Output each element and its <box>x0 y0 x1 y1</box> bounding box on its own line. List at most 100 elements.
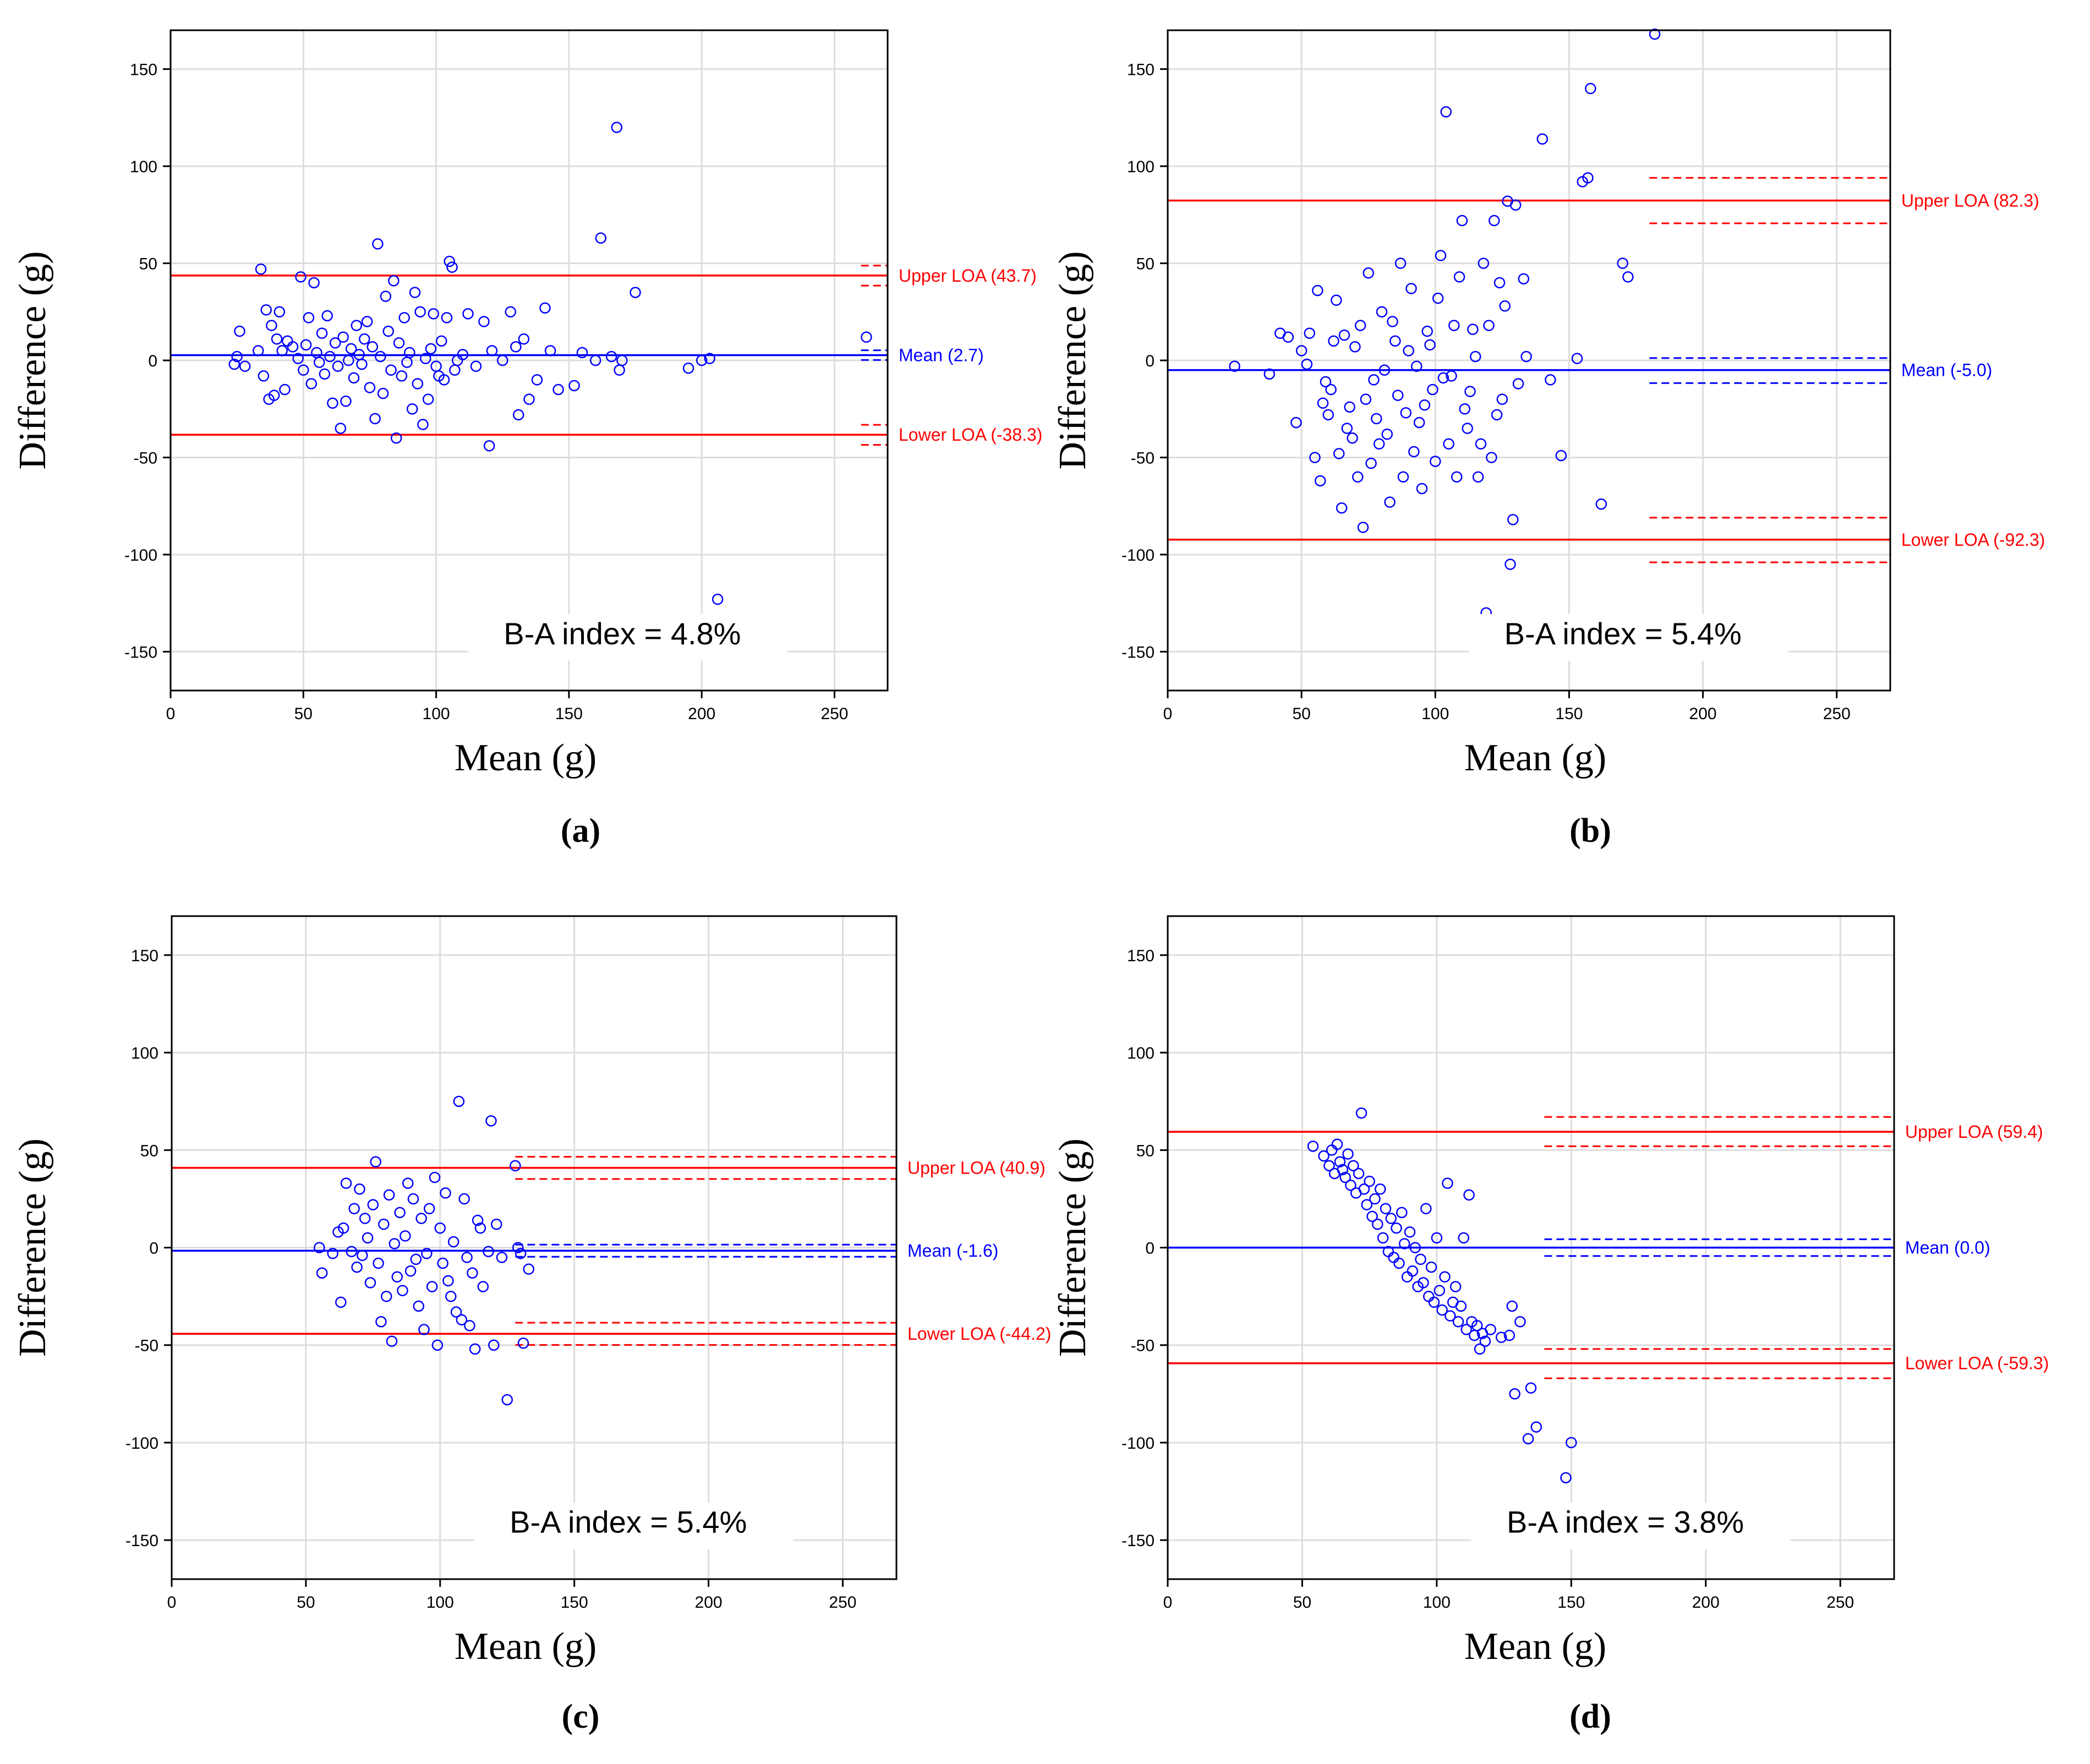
plot-frame <box>1167 915 1895 1580</box>
data-point <box>348 372 360 384</box>
x-tick-label: 0 <box>166 705 176 723</box>
data-point <box>469 1343 481 1355</box>
data-point <box>1440 106 1452 118</box>
index-annotation-bg <box>474 1502 794 1549</box>
data-point <box>394 1207 406 1218</box>
data-point <box>682 362 694 374</box>
data-point <box>421 1247 433 1259</box>
data-point <box>1479 1335 1491 1347</box>
data-point <box>1456 215 1468 227</box>
x-tick-label: 250 <box>820 705 848 723</box>
upper-loa-label: Upper LOA (43.7) <box>899 266 1037 286</box>
data-point <box>424 1203 435 1214</box>
data-point <box>1229 360 1240 372</box>
data-point <box>1509 199 1522 211</box>
data-point <box>611 122 623 133</box>
data-point <box>614 364 625 376</box>
data-point <box>1337 1164 1349 1175</box>
data-point <box>1434 1285 1446 1296</box>
data-point <box>1458 1232 1470 1244</box>
data-point <box>1460 1324 1472 1335</box>
data-point <box>1334 1156 1346 1168</box>
data-point <box>438 374 450 386</box>
data-point <box>1545 374 1556 386</box>
data-point <box>616 354 628 366</box>
data-point <box>1430 456 1441 467</box>
data-point <box>1555 450 1567 462</box>
data-point <box>413 1300 425 1312</box>
data-point <box>1384 496 1396 508</box>
data-point <box>1449 1281 1462 1292</box>
data-point <box>576 347 588 359</box>
data-point <box>287 341 299 353</box>
x-tick-label: 200 <box>688 705 715 723</box>
data-point <box>446 261 458 273</box>
data-point <box>239 360 251 372</box>
x-tick-label: 100 <box>423 705 450 723</box>
data-point <box>1415 1253 1426 1266</box>
x-tick-label: 50 <box>1293 1593 1311 1612</box>
data-point <box>414 306 426 318</box>
data-point <box>343 354 354 366</box>
data-point <box>380 1290 392 1302</box>
y-tick-label: 150 <box>130 61 157 79</box>
data-point <box>1301 358 1313 370</box>
ba-index-annotation: B-A index = 3.8% <box>1507 1505 1744 1540</box>
plot-frame <box>1167 29 1891 692</box>
x-tick-label: 100 <box>1423 1593 1451 1612</box>
data-point <box>1491 409 1503 421</box>
data-point <box>470 360 482 372</box>
data-point <box>1560 1472 1572 1483</box>
data-point <box>453 1095 465 1107</box>
y-axis-title: Difference (g) <box>1052 251 1094 469</box>
lower-loa-label: Lower LOA (-44.2) <box>907 1324 1051 1344</box>
y-tick-label: 150 <box>131 947 158 965</box>
data-point <box>712 593 724 605</box>
data-point <box>704 353 715 364</box>
y-tick-label: 100 <box>1127 1044 1155 1062</box>
data-point <box>388 275 400 287</box>
y-axis-title: Difference (g) <box>12 1138 54 1357</box>
data-point <box>1428 1296 1440 1308</box>
data-point <box>1398 1238 1410 1250</box>
data-point <box>1392 390 1404 401</box>
panel-caption: (b) <box>1569 812 1611 850</box>
data-point <box>1512 378 1524 390</box>
data-point <box>1452 1316 1464 1328</box>
data-point <box>464 1320 475 1332</box>
data-point <box>410 1253 422 1266</box>
data-point <box>518 333 530 345</box>
data-point <box>1352 471 1364 483</box>
data-point <box>1353 1168 1365 1180</box>
data-point <box>1582 172 1594 184</box>
data-point <box>1405 283 1417 294</box>
data-point <box>1338 329 1350 341</box>
y-tick-label: 150 <box>1127 947 1155 965</box>
data-point <box>1432 292 1444 304</box>
data-point <box>1397 471 1409 483</box>
data-point <box>458 1193 470 1205</box>
data-point <box>1514 1316 1526 1328</box>
data-point <box>316 327 328 339</box>
data-point <box>523 1263 534 1275</box>
data-point <box>1439 1271 1451 1283</box>
data-point <box>1411 360 1422 372</box>
data-point <box>1366 1210 1378 1223</box>
data-point <box>1525 1382 1537 1394</box>
data-point <box>501 1394 513 1406</box>
data-point <box>1493 277 1506 289</box>
data-point <box>1363 267 1374 279</box>
data-point <box>370 1156 381 1168</box>
x-tick-label: 200 <box>1692 1593 1720 1612</box>
data-point <box>1323 1160 1335 1171</box>
data-point <box>1325 384 1337 396</box>
data-point <box>1448 320 1460 331</box>
data-point <box>1499 300 1511 312</box>
data-point <box>440 1187 451 1199</box>
data-point <box>1507 514 1519 525</box>
data-point <box>1472 471 1484 483</box>
data-point <box>1377 1232 1389 1244</box>
data-point <box>1341 423 1353 434</box>
data-point <box>374 350 386 363</box>
data-point <box>372 238 384 250</box>
